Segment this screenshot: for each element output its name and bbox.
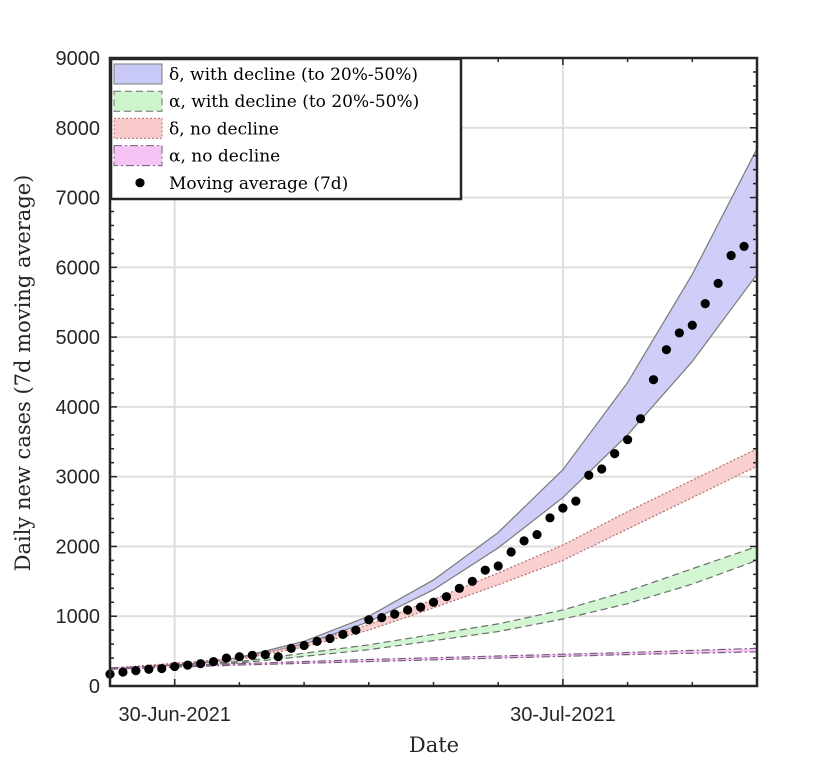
data-point <box>661 345 672 355</box>
data-point <box>247 650 257 660</box>
x-tick-labels: 30-Jun-2021 30-Jul-2021 <box>119 704 616 726</box>
data-point <box>157 663 167 674</box>
y-tick-labels: 0 1000 2000 3000 4000 5000 6000 7000 8000 9000 <box>56 48 101 698</box>
data-point <box>726 250 736 261</box>
data-point <box>700 299 710 309</box>
legend-label-2: δ, no decline <box>169 119 279 139</box>
legend-swatch-3 <box>113 145 163 167</box>
data-point <box>286 643 296 653</box>
data-point <box>558 503 568 513</box>
data-point <box>312 636 322 646</box>
data-point <box>144 664 154 674</box>
data-point <box>338 629 348 639</box>
band-edge-1-lower <box>109 559 758 670</box>
y-tick-label: 2000 <box>56 536 101 558</box>
legend-label-points: Moving average (7d) <box>169 174 348 194</box>
data-point <box>597 464 607 474</box>
data-point <box>118 667 128 677</box>
y-axis-title: Daily new cases (7d moving average) <box>11 175 35 572</box>
legend-swatch-2 <box>113 117 163 139</box>
data-point <box>273 652 283 662</box>
data-point <box>415 602 426 612</box>
band-edge-2-lower <box>109 465 758 670</box>
data-point <box>467 576 477 586</box>
x-tick-label: 30-Jul-2021 <box>510 704 616 726</box>
x-axis-title: Date <box>409 733 459 757</box>
data-point <box>377 613 387 623</box>
y-tick-label: 6000 <box>56 257 101 279</box>
y-tick-label: 5000 <box>56 327 101 349</box>
data-point <box>739 241 749 251</box>
data-point <box>428 597 439 607</box>
data-point <box>221 653 232 663</box>
data-point <box>390 609 400 619</box>
data-point <box>532 529 542 540</box>
data-point <box>713 278 723 288</box>
y-tick-label: 3000 <box>56 467 101 489</box>
y-tick-label: 4000 <box>56 397 101 419</box>
band-edge-3-lower <box>109 651 758 670</box>
legend-marker-points <box>135 178 145 188</box>
data-point <box>170 661 180 672</box>
data-point <box>208 656 219 667</box>
x-tick-label: 30-Jun-2021 <box>119 704 231 726</box>
y-tick-label: 0 <box>89 676 100 698</box>
data-point <box>325 633 335 644</box>
data-point <box>519 536 529 546</box>
legend-label-0: δ, with decline (to 20%-50%) <box>169 65 418 85</box>
data-point <box>351 625 361 635</box>
data-point <box>480 565 490 575</box>
data-point <box>687 320 697 330</box>
data-point <box>454 583 464 593</box>
legend-swatch-1 <box>113 90 163 112</box>
y-tick-label: 7000 <box>56 188 101 210</box>
data-point <box>623 435 633 445</box>
data-point <box>299 640 309 651</box>
data-point <box>610 449 620 459</box>
data-point <box>441 592 452 602</box>
legend-box <box>109 57 463 201</box>
band-fill-0 <box>110 148 757 669</box>
data-point <box>183 660 193 670</box>
projection-bands <box>109 148 758 670</box>
legend-swatch-0 <box>113 63 163 85</box>
data-point <box>648 375 659 385</box>
data-point <box>131 666 141 676</box>
band-edge-1-upper <box>109 545 758 669</box>
data-point <box>195 659 206 669</box>
data-point <box>635 414 646 424</box>
band-edge-3-upper <box>109 647 758 669</box>
data-point <box>260 650 270 660</box>
data-point <box>584 470 594 480</box>
moving-average-points <box>105 241 749 679</box>
data-point <box>493 561 503 571</box>
data-point <box>403 605 413 615</box>
data-point <box>364 615 374 625</box>
data-point <box>545 513 555 523</box>
data-point <box>571 496 581 506</box>
data-point <box>234 652 244 662</box>
y-tick-label: 8000 <box>56 118 101 140</box>
legend-label-3: α, no decline <box>169 147 280 167</box>
y-tick-label: 1000 <box>56 606 101 628</box>
data-point <box>506 547 516 557</box>
data-point <box>674 328 684 338</box>
y-tick-label: 9000 <box>56 48 101 70</box>
legend-label-1: α, with decline (to 20%-50%) <box>169 92 419 112</box>
legend: δ, with decline (to 20%-50%) α, with decl… <box>109 57 463 201</box>
